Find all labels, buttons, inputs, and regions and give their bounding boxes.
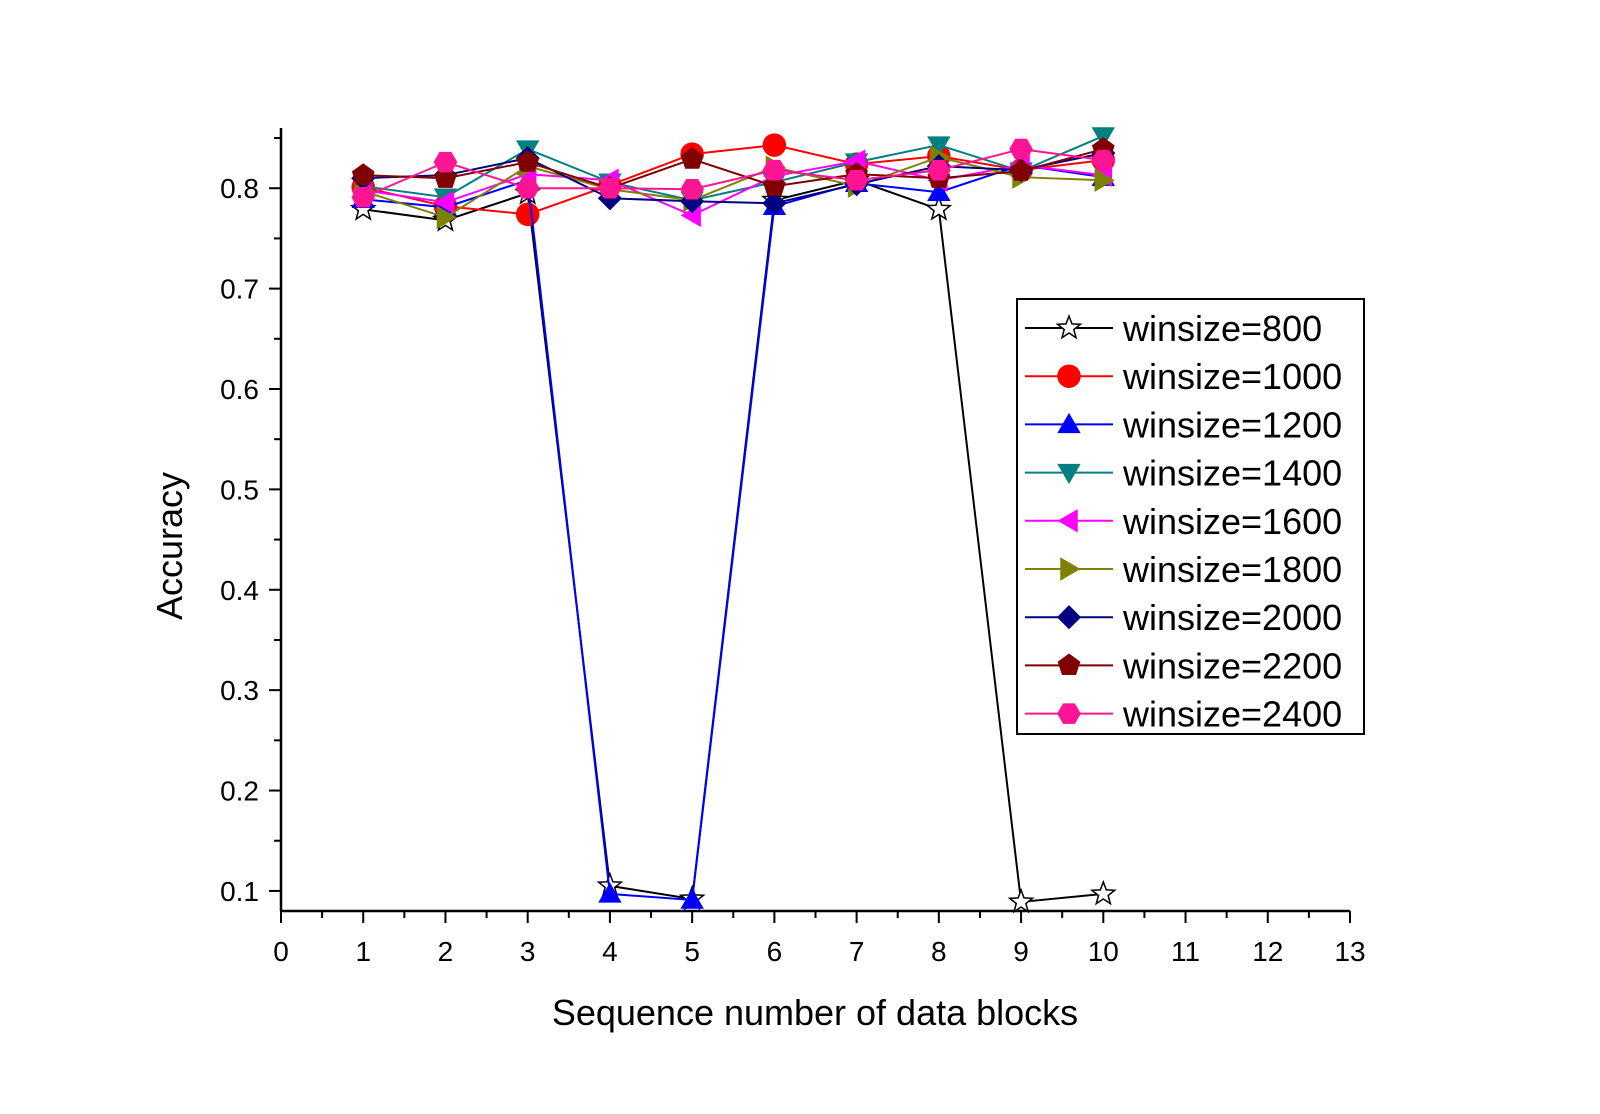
data-point-winsize-800: [1089, 879, 1117, 906]
series-winsize-800: [349, 166, 1117, 914]
legend-label: winsize=2200: [1122, 645, 1342, 686]
data-point-winsize-2400: [762, 159, 787, 181]
x-tick-label: 7: [849, 936, 865, 967]
legend-marker: [1060, 557, 1081, 581]
data-point-winsize-2400: [1009, 138, 1033, 160]
series-line-winsize-2000: [363, 152, 1104, 205]
x-tick-label: 11: [1171, 936, 1200, 967]
data-point-winsize-800: [1007, 887, 1035, 914]
legend-item-winsize-800: winsize=800: [1025, 308, 1322, 349]
data-point-winsize-1200: [927, 180, 951, 201]
x-tick-label: 1: [355, 936, 371, 967]
series-line-winsize-2400: [362, 148, 1104, 199]
legend-marker: [1057, 509, 1078, 533]
legend-item-winsize-2200: winsize=2200: [1025, 645, 1342, 686]
series-line-winsize-1800: [362, 156, 1104, 219]
data-point-winsize-2400: [1091, 149, 1116, 171]
data-point-winsize-2000: [762, 191, 787, 216]
legend-marker: [1057, 703, 1081, 724]
series-winsize-2400: [351, 138, 1116, 208]
y-tick-label: 0.5: [220, 474, 259, 505]
data-point-winsize-2400: [351, 186, 376, 208]
x-tick-label: 0: [273, 936, 289, 967]
legend: winsize=800 winsize=1000 winsize=1200 winsi…: [1016, 298, 1365, 735]
x-tick-label: 6: [767, 936, 783, 967]
legend-marker: [1057, 463, 1081, 485]
data-point-winsize-1800: [1094, 168, 1115, 192]
data-point-winsize-1200: [598, 882, 622, 903]
legend-label: winsize=1800: [1122, 549, 1342, 590]
data-point-winsize-1200: [680, 888, 704, 909]
x-tick-label: 12: [1252, 936, 1283, 967]
data-point-winsize-800: [925, 195, 953, 221]
x-tick-label: 8: [931, 936, 947, 967]
series-line-winsize-2200: [363, 148, 1104, 190]
data-point-winsize-1400: [927, 136, 951, 157]
legend-marker: [1057, 412, 1081, 434]
legend-marker: [1057, 364, 1081, 388]
legend-label: winsize=800: [1122, 308, 1322, 349]
legend-label: winsize=1600: [1122, 501, 1342, 542]
y-tick-label: 0.8: [220, 173, 259, 204]
legend-marker: [1055, 313, 1083, 340]
data-point-winsize-1800: [436, 205, 457, 230]
y-tick-label: 0.4: [220, 575, 259, 606]
data-point-winsize-2200: [680, 147, 704, 169]
y-tick-label: 0.1: [220, 876, 259, 907]
data-point-winsize-2200: [1009, 159, 1033, 181]
axes: 0 1 2 3 4 5 6 7 8 9 10 11 12 130.10.20.30.40.50.60.70…: [220, 128, 1366, 967]
series-line-winsize-1000: [363, 144, 1104, 216]
x-tick-label: 9: [1013, 936, 1029, 967]
x-axis-title: Sequence number of data blocks: [552, 992, 1078, 1033]
x-tick-label: 3: [520, 936, 536, 967]
series-line-winsize-1400: [363, 135, 1104, 202]
x-tick-label: 10: [1088, 936, 1119, 967]
data-point-winsize-2400: [515, 177, 540, 199]
y-tick-label: 0.7: [220, 274, 259, 305]
series-winsize-2200: [351, 137, 1115, 198]
legend-item-winsize-1400: winsize=1400: [1025, 453, 1342, 494]
data-point-winsize-1400: [1091, 127, 1115, 148]
series-winsize-1600: [351, 149, 1113, 228]
y-axis-title: Accuracy: [149, 472, 190, 620]
x-tick-label: 13: [1334, 936, 1365, 967]
series-layer: [349, 127, 1117, 914]
data-point-winsize-2400: [680, 178, 705, 200]
x-tick-label: 5: [684, 936, 700, 967]
data-point-winsize-1000: [762, 133, 787, 157]
legend-item-winsize-2000: winsize=2000: [1025, 597, 1342, 638]
legend-item-winsize-1200: winsize=1200: [1025, 404, 1342, 445]
legend-label: winsize=2400: [1122, 694, 1342, 735]
data-point-winsize-1600: [433, 190, 455, 214]
series-line-winsize-1200: [363, 164, 1104, 902]
data-point-winsize-2400: [926, 159, 951, 181]
legend-item-winsize-2400: winsize=2400: [1025, 694, 1342, 735]
legend-label: winsize=1200: [1122, 404, 1342, 445]
data-point-winsize-2200: [351, 163, 375, 185]
legend-marker: [1056, 605, 1082, 630]
series-line-winsize-1600: [363, 160, 1104, 217]
y-tick-label: 0.3: [220, 675, 259, 706]
x-tick-label: 2: [438, 936, 454, 967]
legend-label: winsize=1400: [1122, 453, 1342, 494]
legend-marker: [1057, 653, 1081, 676]
data-point-winsize-2200: [516, 150, 540, 172]
y-tick-label: 0.2: [220, 776, 259, 807]
data-point-winsize-2400: [598, 177, 622, 199]
legend-item-winsize-1800: winsize=1800: [1025, 549, 1342, 590]
legend-label: winsize=2000: [1122, 597, 1342, 638]
data-point-winsize-1000: [515, 202, 540, 227]
y-tick-label: 0.6: [220, 374, 259, 405]
data-point-winsize-2400: [844, 169, 869, 191]
series-line-winsize-800: [363, 179, 1104, 904]
x-tick-label: 4: [602, 936, 618, 967]
series-winsize-1200: [351, 153, 1115, 909]
data-point-winsize-2400: [433, 151, 458, 173]
legend-label: winsize=1000: [1122, 356, 1342, 397]
legend-item-winsize-1600: winsize=1600: [1025, 501, 1342, 542]
legend-item-winsize-1000: winsize=1000: [1025, 356, 1342, 397]
series-winsize-1800: [354, 145, 1115, 230]
